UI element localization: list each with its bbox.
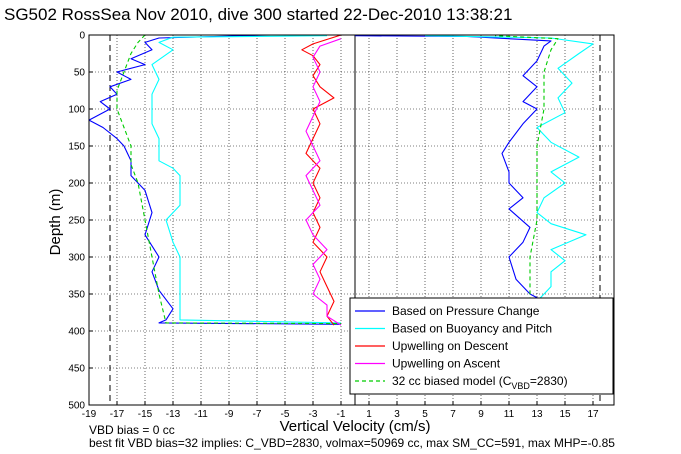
y-tick-label: 200 [68,179,85,190]
x-tick-label: -11 [194,409,208,420]
legend-label: Based on Buoyancy and Pitch [392,322,552,336]
footer-line-1: VBD bias = 0 cc [89,423,175,437]
x-tick-label: 7 [450,409,456,420]
x-tick-label: -13 [166,409,181,420]
y-tick-labels: 0 50 100 150 200 250 300 350 400 450 500 [68,31,93,412]
legend-label: Upwelling on Descent [392,339,509,353]
legend-box: Based on Pressure Change Based on Buoyanc… [349,297,614,395]
x-tick-label: 15 [559,409,571,420]
x-tick-label: 13 [531,409,543,420]
series-line [494,35,559,302]
x-tick-label: -7 [253,409,262,420]
y-tick-label: 500 [68,401,85,412]
y-tick-label: 300 [68,253,85,264]
x-tick-label: -15 [138,409,153,420]
y-tick-label: 450 [68,364,85,375]
x-tick-label: 11 [504,409,515,420]
y-tick-label: 50 [74,68,86,79]
series-line [301,35,342,326]
y-axis-label: Depth (m) [47,189,64,256]
legend-label: 32 cc biased model (CVBD=2830) [392,374,568,391]
y-tick-label: 350 [68,290,85,301]
x-tick-label: -5 [281,409,290,420]
x-tick-label: 17 [587,409,599,420]
series-line [305,38,342,326]
y-tick-label: 250 [68,216,85,227]
x-tick-label: -19 [82,409,97,420]
series-line [151,35,342,324]
y-tick-label: 0 [79,31,85,42]
x-tick-label: 1 [366,409,372,420]
series-line [89,35,342,325]
x-tick-label: 5 [422,409,428,420]
x-tick-labels: -19 -17 -15 -13 -11 -9 -7 -5 -3 -1 1 3 5 7 9 11 13 15 17 [82,401,599,420]
x-tick-label: -3 [309,409,318,420]
data-series [89,35,594,326]
series-line [424,35,594,302]
legend-label: Upwelling on Ascent [392,357,501,371]
x-tick-label: -17 [110,409,125,420]
x-tick-label: -9 [225,409,234,420]
chart-title: SG502 RossSea Nov 2010, dive 300 started… [4,5,512,24]
y-tick-label: 100 [68,105,85,116]
x-tick-label: 3 [394,409,400,420]
y-tick-label: 400 [68,327,85,338]
y-tick-label: 150 [68,142,85,153]
x-tick-label: -1 [337,409,346,420]
series-line [116,35,342,325]
footer-line-2: best fit VBD bias=32 implies: C_VBD=2830… [89,436,615,450]
x-axis-label: Vertical Velocity (cm/s) [280,418,431,435]
series-line [354,35,552,302]
legend-label: Based on Pressure Change [392,304,540,318]
x-tick-label: 9 [478,409,484,420]
